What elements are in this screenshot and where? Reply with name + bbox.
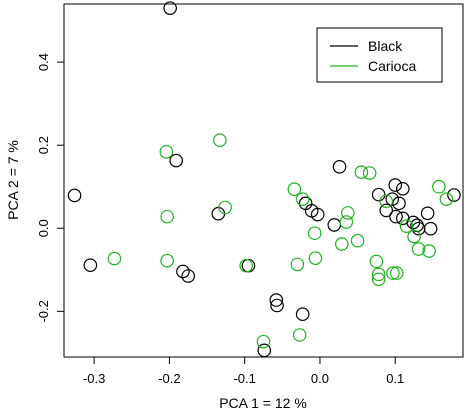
- point-carioca-16: [334, 237, 349, 251]
- legend-label-carioca: Carioca: [368, 58, 416, 74]
- point-black-5: [176, 264, 190, 279]
- point-black-6: [181, 269, 196, 283]
- point-black-2: [67, 188, 82, 203]
- legend: Black Carioca: [316, 27, 443, 83]
- x-axis: -0.3 -0.2 -0.1 0.0 0.1: [83, 357, 404, 386]
- data-points: [67, 1, 461, 358]
- point-black-12: [332, 159, 347, 174]
- point-carioca-17: [350, 233, 365, 248]
- point-carioca-12: [295, 192, 310, 206]
- y-axis: -0.2 0.0 0.2 0.4: [36, 53, 64, 323]
- point-carioca-3: [160, 209, 174, 224]
- point-carioca-23: [379, 194, 394, 209]
- point-black-8: [269, 293, 284, 307]
- x-tick-label-2: -0.1: [233, 371, 255, 386]
- point-black-1: [169, 153, 183, 168]
- point-black-29: [423, 221, 438, 236]
- point-carioca-11: [287, 182, 302, 197]
- y-tick-label-1: 0.0: [36, 219, 51, 237]
- point-carioca-8: [292, 328, 307, 342]
- point-black-17: [371, 187, 386, 202]
- point-carioca-29: [422, 244, 436, 258]
- x-tick-label-1: -0.2: [158, 371, 180, 386]
- y-tick-label-3: 0.4: [36, 53, 51, 71]
- point-black-28: [420, 206, 435, 221]
- point-carioca-31: [439, 192, 454, 206]
- point-black-4: [83, 258, 98, 273]
- point-carioca-20: [369, 254, 384, 269]
- point-carioca-6: [239, 258, 253, 273]
- point-carioca-25: [389, 266, 404, 280]
- x-tick-label-4: 0.1: [386, 371, 404, 386]
- point-black-15: [310, 207, 325, 222]
- point-black-16: [327, 218, 342, 232]
- x-tick-label-0: -0.3: [83, 371, 105, 386]
- point-carioca-7: [256, 334, 271, 349]
- point-carioca-24: [386, 266, 400, 280]
- legend-box: [316, 27, 443, 83]
- point-black-11: [257, 343, 272, 358]
- point-black-10: [295, 307, 310, 322]
- point-carioca-5: [160, 253, 174, 268]
- point-carioca-9: [290, 257, 305, 272]
- point-black-30: [447, 188, 461, 202]
- point-black-22: [379, 203, 394, 218]
- point-carioca-13: [307, 226, 322, 241]
- y-tick-label-0: -0.2: [36, 300, 51, 322]
- point-black-9: [270, 298, 284, 313]
- y-axis-label: PCA 2 = 7 %: [5, 140, 21, 220]
- x-tick-label-3: 0.0: [311, 371, 329, 386]
- point-carioca-22: [371, 272, 386, 287]
- point-carioca-26: [399, 219, 414, 233]
- point-carioca-0: [159, 145, 174, 159]
- point-black-18: [388, 178, 403, 192]
- point-carioca-18: [354, 165, 369, 179]
- point-black-21: [392, 196, 406, 211]
- point-carioca-30: [432, 179, 446, 194]
- x-axis-label: PCA 1 = 12 %: [219, 395, 307, 411]
- point-black-20: [385, 192, 400, 206]
- point-black-19: [395, 182, 410, 196]
- point-black-0: [163, 1, 177, 15]
- point-carioca-27: [407, 229, 421, 244]
- point-black-23: [389, 209, 403, 224]
- point-carioca-19: [362, 166, 377, 180]
- point-carioca-21: [371, 267, 386, 282]
- point-carioca-10: [308, 251, 323, 265]
- point-carioca-28: [411, 242, 426, 256]
- point-carioca-15: [339, 215, 354, 229]
- point-carioca-14: [341, 206, 355, 220]
- point-carioca-4: [107, 251, 122, 266]
- legend-label-black: Black: [368, 38, 403, 54]
- point-carioca-2: [218, 200, 232, 215]
- point-carioca-1: [213, 133, 227, 148]
- y-tick-label-2: 0.2: [36, 136, 51, 154]
